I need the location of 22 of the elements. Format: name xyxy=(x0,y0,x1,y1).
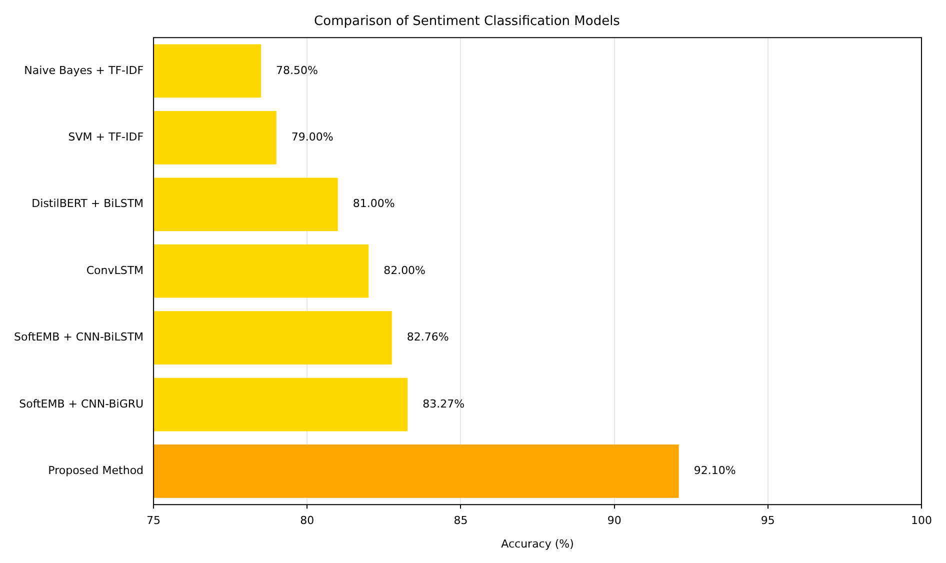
chart-title: Comparison of Sentiment Classification Models xyxy=(314,14,620,30)
data-label: 83.27% xyxy=(422,397,465,410)
x-tick-label: 85 xyxy=(454,514,468,528)
x-tick-label: 75 xyxy=(146,514,161,528)
y-tick-label: Proposed Method xyxy=(48,464,144,478)
data-label: 92.10% xyxy=(694,464,736,478)
y-tick-label: SVM + TF-IDF xyxy=(68,130,144,144)
data-label: 79.00% xyxy=(291,130,334,144)
data-label: 78.50% xyxy=(276,64,318,77)
x-tick-label: 100 xyxy=(911,514,932,528)
data-label: 81.00% xyxy=(352,197,395,210)
x-tick-label: 80 xyxy=(300,514,314,528)
x-axis-title: Accuracy (%) xyxy=(501,537,574,550)
data-label: 82.00% xyxy=(384,264,426,277)
x-tick-label: 95 xyxy=(760,514,775,528)
data-label: 82.76% xyxy=(406,330,449,344)
y-tick-label: SoftEMB + CNN-BiGRU xyxy=(19,397,144,410)
y-tick-label: Naive Bayes + TF-IDF xyxy=(24,64,144,77)
y-tick-label: ConvLSTM xyxy=(86,264,144,277)
y-tick-label: SoftEMB + CNN-BiLSTM xyxy=(14,330,144,344)
x-tick-label: 90 xyxy=(607,514,622,528)
y-tick-label: DistilBERT + BiLSTM xyxy=(32,197,144,210)
